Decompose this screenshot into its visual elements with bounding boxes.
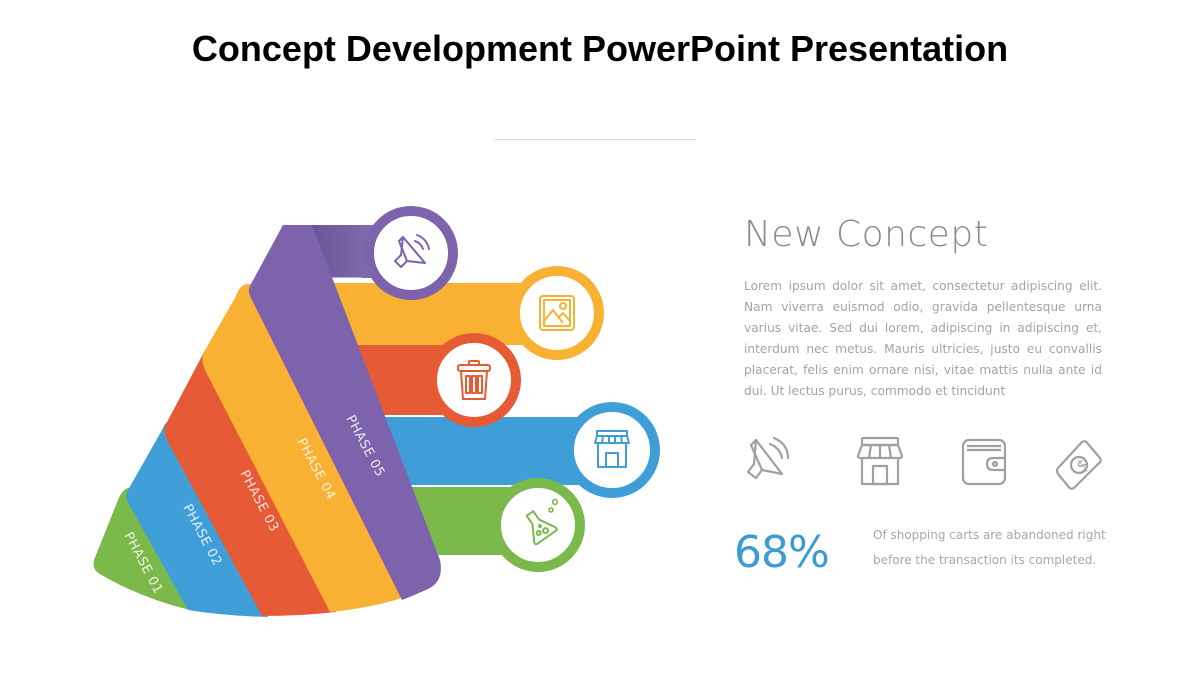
phase03-icon-circle (427, 333, 521, 427)
slide-title: Concept Development PowerPoint Presentat… (191, 28, 1009, 69)
cone-ribbons (93, 225, 441, 617)
phase05-icon-circle (364, 206, 458, 300)
phase01-icon-circle (491, 478, 585, 572)
stat-description: Of shopping carts are abandoned right be… (873, 528, 1106, 567)
megaphone-icon (746, 436, 790, 480)
megaphone-icon (394, 234, 430, 268)
trash-icon (457, 360, 491, 400)
phase04-icon-circle (510, 266, 604, 360)
phase05-ribbon (249, 225, 441, 600)
phase04-bar (300, 283, 540, 345)
money-icon: $ (1055, 440, 1102, 490)
concept-body-text: Lorem ipsum dolor sit amet, consectetur … (744, 279, 1102, 398)
store-icon (594, 430, 630, 468)
phase03-ribbon (164, 346, 336, 616)
wallet-icon (961, 438, 1007, 486)
store-icon (856, 436, 904, 486)
image-icon (539, 295, 575, 331)
flask-icon (525, 510, 558, 546)
phase02-ribbon (126, 420, 269, 617)
title-divider (494, 139, 696, 140)
stat-value: 68% (734, 527, 830, 578)
phase04-ribbon (202, 284, 402, 612)
feature-icons-row: $ (742, 434, 1112, 490)
phase02-icon-circle (564, 402, 660, 498)
concept-heading: New Concept (744, 214, 989, 255)
